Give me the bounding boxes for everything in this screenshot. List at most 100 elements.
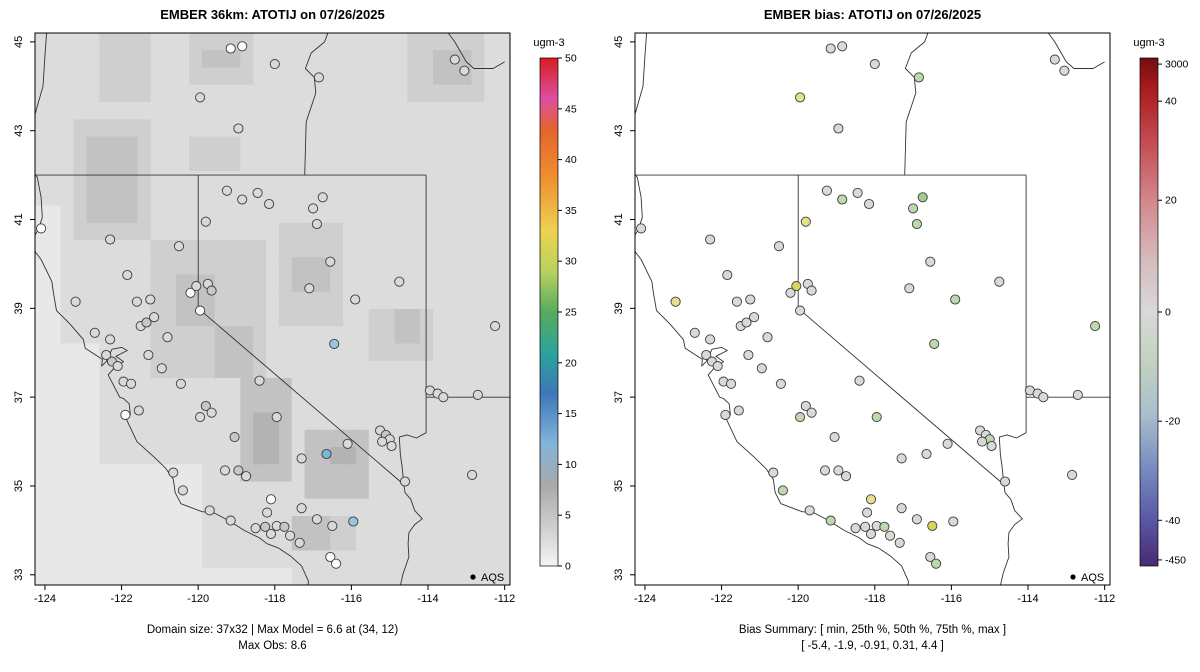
x-tick-label: -116 xyxy=(941,593,962,605)
station-marker xyxy=(156,363,167,374)
station-marker xyxy=(904,283,915,294)
x-tick-label: -124 xyxy=(34,593,56,605)
station-marker xyxy=(250,523,261,534)
station-marker xyxy=(350,294,361,305)
colorbar-tick-label: 25 xyxy=(565,307,577,319)
x-tick-label: -112 xyxy=(494,593,515,605)
station-marker xyxy=(994,276,1005,287)
station-marker xyxy=(862,507,873,518)
station-marker xyxy=(200,400,211,412)
station-marker xyxy=(177,485,188,496)
y-tick-label: 39 xyxy=(613,302,625,314)
aqs-dot-icon xyxy=(470,574,476,580)
station-marker xyxy=(321,448,332,460)
station-marker xyxy=(70,296,81,307)
model-map: AQS -124 -122 -120 -118 -116 -114 -112 33 35 37 39 4… xyxy=(13,32,577,605)
colorbar-tick-label: 20 xyxy=(1165,195,1177,207)
station-marker xyxy=(143,349,154,361)
colorbar-tick-label: 20 xyxy=(565,357,577,369)
station-marker xyxy=(386,440,397,452)
station-marker xyxy=(265,494,277,505)
station-marker xyxy=(112,361,123,372)
station-marker xyxy=(795,412,806,423)
station-marker xyxy=(741,317,752,328)
bias-caption: Bias Summary: [ min, 25th %, 50th %, 75t… xyxy=(600,622,1145,654)
station-marker xyxy=(925,551,936,563)
colorbar-tick-label: 0 xyxy=(565,561,571,573)
station-marker xyxy=(896,453,907,464)
station-marker xyxy=(908,203,919,214)
x-tick-label: -122 xyxy=(711,593,733,605)
station-marker xyxy=(806,407,817,418)
station-marker xyxy=(795,92,806,103)
station-marker xyxy=(804,505,815,516)
station-marker xyxy=(342,438,353,449)
station-marker xyxy=(1059,65,1070,76)
station-marker xyxy=(233,123,244,134)
station-marker xyxy=(331,558,342,569)
x-tick-label: -124 xyxy=(634,593,656,605)
border-coast xyxy=(35,33,309,585)
station-marker xyxy=(221,185,232,196)
station-marker xyxy=(490,321,501,332)
station-marker xyxy=(162,332,173,343)
station-marker xyxy=(304,283,315,294)
station-marker xyxy=(313,72,324,83)
station-marker xyxy=(720,409,731,420)
colorbar-tick-label: 10 xyxy=(565,459,577,471)
y-tick-label: 43 xyxy=(613,125,625,137)
axes: -124 -122 -120 -118 -116 -114 -112 33 35 37 39 41 43… xyxy=(613,32,1115,605)
station-marker xyxy=(825,43,836,54)
station-marker xyxy=(311,218,322,230)
station-marker xyxy=(101,349,112,361)
model-caption-line2: Max Obs: 8.6 xyxy=(238,640,307,652)
station-marker xyxy=(459,65,470,76)
station-marker xyxy=(1072,389,1083,400)
station-marker xyxy=(377,436,388,447)
border-id_mt xyxy=(447,33,505,69)
station-marker xyxy=(825,515,836,526)
station-marker xyxy=(168,467,179,478)
colorbar-tick-label: 30 xyxy=(565,256,577,268)
station-marker xyxy=(837,41,848,52)
station-marker xyxy=(733,405,744,416)
station-marker xyxy=(254,375,265,386)
station-marker xyxy=(204,505,215,516)
station-marker xyxy=(865,528,877,539)
station-marker xyxy=(636,223,647,234)
x-tick-label: -122 xyxy=(111,593,133,605)
model-panel-title: EMBER 36km: ATOTIJ on 07/26/2025 xyxy=(160,7,385,22)
station-marker xyxy=(749,312,760,323)
station-marker xyxy=(762,332,773,343)
station-marker xyxy=(833,465,844,476)
station-marker xyxy=(795,305,806,316)
station-marker xyxy=(775,378,786,389)
station-marker xyxy=(819,465,831,476)
station-marker xyxy=(829,432,840,443)
station-marker xyxy=(260,521,271,532)
station-marker xyxy=(865,494,877,505)
aqs-label: AQS xyxy=(1081,572,1104,584)
station-marker xyxy=(917,192,928,203)
bias-panel-title: EMBER bias: ATOTIJ on 07/26/2025 xyxy=(763,7,982,22)
colorbar-tick-label: 45 xyxy=(565,103,577,115)
station-marker xyxy=(871,412,882,423)
station-marker xyxy=(131,296,142,307)
axes: -124 -122 -120 -118 -116 -114 -112 33 35 37 39 41 43… xyxy=(13,32,515,605)
station-marker xyxy=(800,400,811,412)
bias-map: AQS -124 -122 -120 -118 -116 -114 -112 33 35 37 39 4… xyxy=(613,32,1189,605)
station-marker xyxy=(327,520,338,531)
station-marker xyxy=(252,187,263,198)
station-marker xyxy=(262,507,273,518)
station-marker xyxy=(731,296,742,307)
bias-caption-line1: Bias Summary: [ min, 25th %, 50th %, 75t… xyxy=(738,624,1007,636)
station-marker xyxy=(850,523,861,534)
station-marker xyxy=(705,334,716,345)
station-marker xyxy=(219,465,231,476)
station-marker xyxy=(705,234,716,245)
station-marker xyxy=(841,471,852,482)
x-tick-label: -120 xyxy=(187,593,209,605)
y-tick-label: 33 xyxy=(13,569,25,581)
station-marker xyxy=(329,338,340,349)
